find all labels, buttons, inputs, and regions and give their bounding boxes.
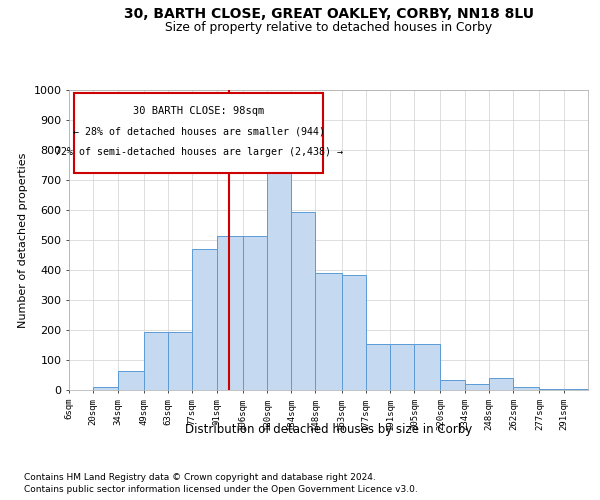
Bar — [316, 273, 341, 390]
Bar — [563, 388, 588, 390]
Text: Contains public sector information licensed under the Open Government Licence v3: Contains public sector information licen… — [24, 485, 418, 494]
Bar — [168, 332, 192, 390]
Text: 30 BARTH CLOSE: 98sqm: 30 BARTH CLOSE: 98sqm — [133, 106, 265, 117]
FancyBboxPatch shape — [74, 93, 323, 172]
Text: Distribution of detached houses by size in Corby: Distribution of detached houses by size … — [185, 422, 472, 436]
Bar — [94, 387, 118, 390]
Text: 30, BARTH CLOSE, GREAT OAKLEY, CORBY, NN18 8LU: 30, BARTH CLOSE, GREAT OAKLEY, CORBY, NN… — [124, 8, 534, 22]
Bar — [143, 332, 168, 390]
Bar — [341, 274, 366, 390]
Text: 72% of semi-detached houses are larger (2,438) →: 72% of semi-detached houses are larger (… — [55, 147, 343, 157]
Bar — [192, 249, 217, 390]
Y-axis label: Number of detached properties: Number of detached properties — [18, 152, 28, 328]
Text: Contains HM Land Registry data © Crown copyright and database right 2024.: Contains HM Land Registry data © Crown c… — [24, 472, 376, 482]
Bar — [465, 384, 489, 390]
Bar — [366, 344, 390, 390]
Bar — [440, 380, 465, 390]
Bar — [539, 388, 563, 390]
Bar — [514, 387, 539, 390]
Bar — [415, 344, 440, 390]
Text: ← 28% of detached houses are smaller (944): ← 28% of detached houses are smaller (94… — [73, 126, 325, 136]
Bar — [291, 212, 316, 390]
Text: Size of property relative to detached houses in Corby: Size of property relative to detached ho… — [165, 21, 493, 34]
Bar — [118, 370, 143, 390]
Bar — [267, 164, 291, 390]
Bar — [489, 378, 514, 390]
Bar — [242, 236, 267, 390]
Bar — [217, 236, 242, 390]
Bar — [390, 344, 415, 390]
